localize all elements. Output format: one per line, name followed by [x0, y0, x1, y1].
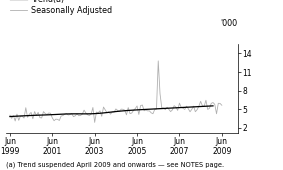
- Legend: Trend(a), Seasonally Adjusted: Trend(a), Seasonally Adjusted: [10, 0, 112, 15]
- Text: (a) Trend suspended April 2009 and onwards — see NOTES page.: (a) Trend suspended April 2009 and onwar…: [6, 162, 224, 168]
- Text: '000: '000: [220, 19, 238, 28]
